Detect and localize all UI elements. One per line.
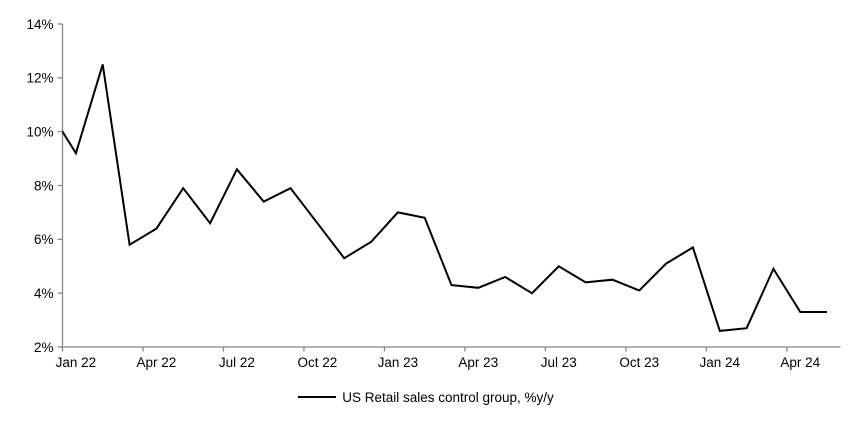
y-tick-label: 2% bbox=[34, 340, 54, 355]
x-tick-label: Apr 23 bbox=[458, 355, 498, 370]
y-tick-label: 8% bbox=[34, 178, 54, 193]
legend-label: US Retail sales control group, %y/y bbox=[342, 389, 554, 405]
y-tick-label: 4% bbox=[34, 286, 54, 301]
x-tick-label: Oct 23 bbox=[619, 355, 659, 370]
legend: US Retail sales control group, %y/y bbox=[0, 386, 852, 408]
x-tick-label: Apr 24 bbox=[780, 355, 820, 370]
line-chart-canvas: 2% 4% 6% 8% 10% 12% 14% Jan 22 Apr 22 Jul 22 Oct 2… bbox=[26, 17, 841, 370]
x-tick-label: Jul 23 bbox=[541, 355, 577, 370]
y-tick-label: 12% bbox=[26, 71, 53, 86]
x-tick-label: Jan 22 bbox=[56, 355, 97, 370]
x-tick-label: Jan 23 bbox=[378, 355, 419, 370]
y-tick-label: 10% bbox=[26, 124, 53, 139]
x-tick-label: Jul 22 bbox=[219, 355, 255, 370]
x-tick-label: Oct 22 bbox=[297, 355, 337, 370]
x-tick-label: Jan 24 bbox=[700, 355, 741, 370]
y-tick-label: 14% bbox=[26, 17, 53, 32]
data-line-retail-sales bbox=[62, 64, 828, 332]
x-tick-label: Apr 22 bbox=[137, 355, 177, 370]
legend-line-sample bbox=[298, 396, 337, 398]
y-tick-label: 6% bbox=[34, 232, 54, 247]
